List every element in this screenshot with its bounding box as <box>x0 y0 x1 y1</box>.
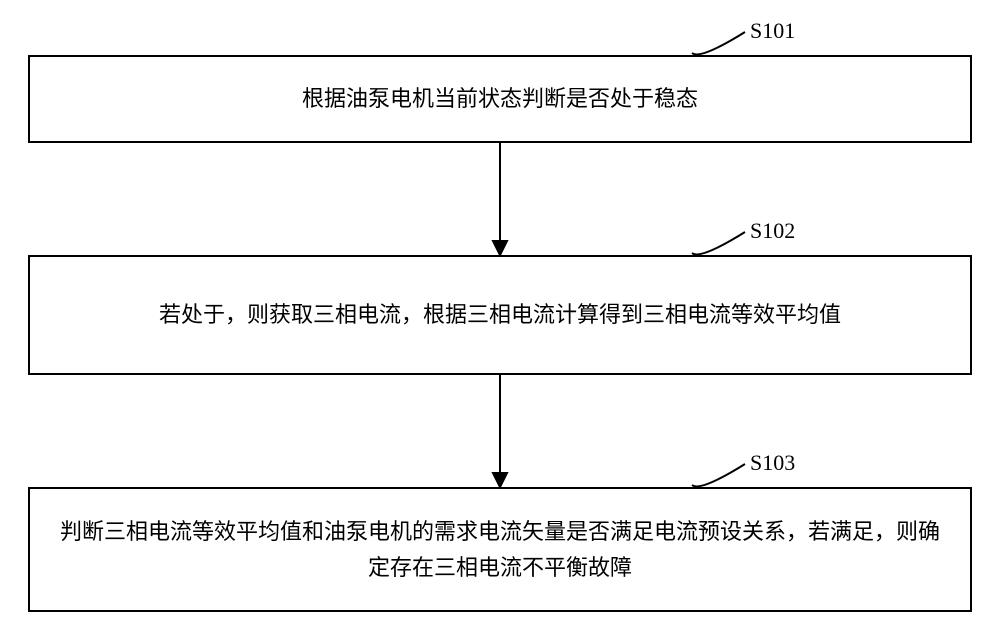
step-box-s103: 判断三相电流等效平均值和油泵电机的需求电流矢量是否满足电流预设关系，若满足，则确… <box>28 487 972 612</box>
flowchart-canvas: S101 根据油泵电机当前状态判断是否处于稳态 S102 若处于，则获取三相电流… <box>0 0 1000 641</box>
step-text: 判断三相电流等效平均值和油泵电机的需求电流矢量是否满足电流预设关系，若满足，则确… <box>50 514 950 584</box>
